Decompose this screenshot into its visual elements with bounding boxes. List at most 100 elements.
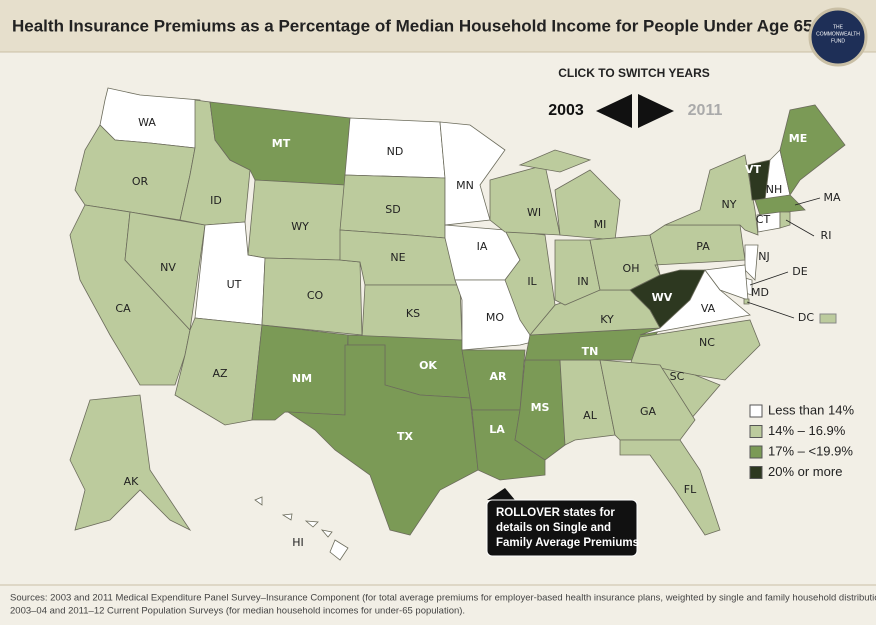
state-label: AZ bbox=[212, 367, 228, 380]
state-label: WV bbox=[652, 291, 673, 304]
state[interactable] bbox=[744, 244, 759, 281]
state-label: KS bbox=[406, 307, 420, 320]
state-label: SD bbox=[385, 203, 400, 216]
legend-swatch bbox=[749, 445, 763, 459]
state-label: TN bbox=[582, 345, 599, 358]
state-label: OR bbox=[132, 175, 149, 188]
state-label: AR bbox=[490, 370, 508, 383]
source: Sources: 2003 and 2011 Medical Expenditu… bbox=[10, 593, 876, 604]
state-label: IA bbox=[477, 240, 488, 253]
state-label: MN bbox=[456, 179, 474, 192]
state-label: NC bbox=[699, 336, 715, 349]
state-label: AK bbox=[124, 475, 140, 488]
prev-arrow[interactable] bbox=[596, 94, 632, 128]
state[interactable] bbox=[69, 394, 192, 532]
state-label: ID bbox=[210, 194, 222, 207]
state[interactable] bbox=[261, 257, 363, 336]
state-label: NY bbox=[722, 198, 737, 211]
year-other[interactable]: 2011 bbox=[688, 102, 723, 119]
state-label: ND bbox=[387, 145, 404, 158]
state-label: NE bbox=[390, 251, 405, 264]
map: WA OR CA NV ID MT WY UT CO AZ NM ND SD NE KS OK TX MN IA MO… bbox=[69, 87, 846, 561]
state[interactable] bbox=[619, 439, 721, 536]
leader-line bbox=[746, 301, 795, 319]
state[interactable] bbox=[754, 194, 806, 216]
state-label: VT bbox=[745, 163, 762, 176]
state-label: OK bbox=[419, 359, 437, 372]
next-arrow[interactable] bbox=[638, 94, 674, 128]
state-label: OH bbox=[623, 262, 640, 275]
state[interactable] bbox=[254, 496, 263, 506]
state-label: RI bbox=[821, 229, 832, 242]
state[interactable] bbox=[518, 149, 592, 173]
state-label: VA bbox=[701, 302, 716, 315]
state-label: LA bbox=[489, 423, 505, 436]
state-label: IL bbox=[527, 275, 537, 288]
legend: Less than 14% 14% – 16.9% 17% – <19.9% 20% … bbox=[749, 402, 854, 479]
state[interactable] bbox=[281, 513, 293, 521]
legend-label: 20% or more bbox=[768, 464, 842, 479]
legend-swatch bbox=[749, 425, 763, 438]
state-label: MD bbox=[751, 286, 769, 299]
state-label: CA bbox=[115, 302, 131, 315]
legend-label: Less than 14% bbox=[768, 402, 854, 417]
state[interactable] bbox=[504, 229, 556, 336]
state-label: CT bbox=[756, 213, 771, 226]
state-label: NH bbox=[766, 183, 783, 196]
leader-line bbox=[785, 219, 815, 237]
state-label: WI bbox=[527, 206, 541, 219]
state[interactable] bbox=[320, 529, 333, 538]
state[interactable] bbox=[329, 539, 349, 561]
logo-text: COMMONWEALTH bbox=[816, 31, 860, 37]
legend-swatch bbox=[749, 466, 763, 479]
legend-label: 14% – 16.9% bbox=[768, 423, 846, 438]
state-label: MA bbox=[823, 191, 840, 204]
tooltip bbox=[486, 499, 638, 557]
state-label: WY bbox=[291, 220, 309, 233]
leader-line bbox=[794, 197, 821, 206]
state-label: NM bbox=[292, 372, 312, 385]
tooltip-text: details on Single and bbox=[496, 522, 611, 534]
state[interactable] bbox=[664, 154, 759, 236]
state[interactable] bbox=[304, 520, 319, 528]
title: Health Insurance Premiums as a Percentag… bbox=[12, 16, 812, 35]
state[interactable] bbox=[779, 211, 791, 229]
state-label: ME bbox=[789, 132, 807, 145]
dc-swatch bbox=[819, 313, 837, 324]
state-label: MS bbox=[531, 401, 550, 414]
logo bbox=[808, 7, 868, 67]
source: 2003–04 and 2011–12 Current Population S… bbox=[10, 606, 465, 617]
state[interactable] bbox=[554, 239, 601, 306]
state-label: IN bbox=[577, 275, 588, 288]
state-label: AL bbox=[583, 409, 598, 422]
header-band bbox=[0, 0, 876, 52]
state-label: SC bbox=[670, 370, 685, 383]
state-label: UT bbox=[227, 278, 242, 291]
logo-text: THE bbox=[833, 24, 844, 30]
state-label: KY bbox=[600, 313, 614, 326]
state-label: MI bbox=[594, 218, 607, 231]
state-label: FL bbox=[684, 483, 697, 496]
state-label: DC bbox=[798, 311, 814, 324]
state-label: MT bbox=[272, 137, 291, 150]
state-label: WA bbox=[138, 116, 156, 129]
state-label: TX bbox=[397, 430, 414, 443]
legend-swatch bbox=[749, 404, 763, 418]
year-active[interactable]: 2003 bbox=[548, 102, 584, 119]
state-label: NV bbox=[160, 261, 176, 274]
state[interactable] bbox=[439, 121, 506, 226]
logo-text: FUND bbox=[831, 38, 845, 44]
leader-line bbox=[749, 271, 789, 286]
tooltip-text: ROLLOVER states for bbox=[496, 507, 615, 519]
tooltip-pointer bbox=[487, 488, 515, 500]
legend-label: 17% – <19.9% bbox=[768, 443, 853, 458]
tooltip-text: Family Average Premiums bbox=[496, 537, 639, 549]
state-label: NJ bbox=[758, 250, 769, 263]
state-label: DE bbox=[792, 265, 807, 278]
state-label: MO bbox=[486, 311, 504, 324]
state[interactable] bbox=[286, 344, 479, 536]
state[interactable] bbox=[743, 298, 750, 305]
state-label: GA bbox=[640, 405, 657, 418]
state-label: CO bbox=[307, 289, 324, 302]
